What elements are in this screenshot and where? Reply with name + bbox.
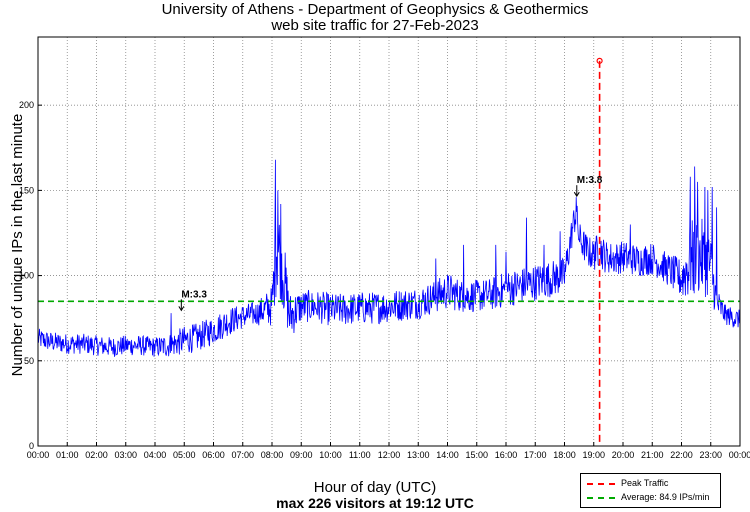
x-tick-label: 10:00: [319, 450, 342, 460]
legend-peak-swatch: [587, 482, 615, 485]
x-tick-label: 00:00: [27, 450, 50, 460]
legend-peak-label: Peak Traffic: [621, 478, 669, 488]
annotation-label: M:3.8: [577, 175, 603, 186]
x-tick-label: 23:00: [699, 450, 722, 460]
x-tick-label: 01:00: [56, 450, 79, 460]
y-tick-label: 100: [19, 271, 34, 281]
x-tick-label: 17:00: [524, 450, 547, 460]
legend-peak-entry: Peak Traffic: [587, 477, 668, 489]
y-axis-label: Number of unique IPs in the last minute: [9, 113, 26, 377]
x-tick-label: 15:00: [465, 450, 488, 460]
plot-frame: [37, 36, 741, 447]
y-tick-label: 150: [19, 185, 34, 195]
chart-subtitle: web site traffic for 27-Feb-2023: [271, 17, 479, 34]
max-visitors-caption: max 226 visitors at 19:12 UTC: [276, 495, 474, 511]
y-tick-label: 0: [29, 441, 34, 451]
y-tick-label: 50: [24, 356, 34, 366]
y-tick-label: 200: [19, 100, 34, 110]
x-axis-label: Hour of day (UTC): [313, 479, 437, 496]
x-tick-label: 05:00: [173, 450, 196, 460]
x-tick-label: 07:00: [231, 450, 254, 460]
x-tick-label: 08:00: [261, 450, 284, 460]
x-tick-label: 02:00: [85, 450, 108, 460]
x-tick-label: 14:00: [436, 450, 459, 460]
chart-title: University of Athens - Department of Geo…: [161, 1, 589, 18]
x-tick-label: 13:00: [407, 450, 430, 460]
x-tick-label: 12:00: [378, 450, 401, 460]
annotation-label: M:3.3: [181, 289, 207, 300]
legend: Peak Traffic Average: 84.9 IPs/min: [580, 473, 721, 508]
x-tick-label: 16:00: [495, 450, 518, 460]
x-tick-label: 09:00: [290, 450, 313, 460]
traffic-series-line: [37, 159, 741, 357]
x-tick-label: 19:00: [582, 450, 605, 460]
legend-average-entry: Average: 84.9 IPs/min: [587, 491, 709, 503]
x-tick-label: 03:00: [114, 450, 137, 460]
x-tick-label: 00:00: [729, 450, 750, 460]
x-tick-label: 22:00: [670, 450, 693, 460]
x-tick-label: 11:00: [349, 450, 371, 460]
x-tick-label: 21:00: [641, 450, 664, 460]
x-tick-label: 20:00: [612, 450, 635, 460]
x-tick-label: 06:00: [202, 450, 225, 460]
legend-average-swatch: [587, 496, 615, 499]
annotation-arrow-head: [178, 306, 185, 312]
legend-average-label: Average: 84.9 IPs/min: [621, 492, 710, 502]
x-tick-label: 18:00: [553, 450, 576, 460]
annotation-arrow-head: [573, 191, 580, 198]
peak-marker: [596, 57, 603, 64]
x-tick-label: 04:00: [144, 450, 167, 460]
